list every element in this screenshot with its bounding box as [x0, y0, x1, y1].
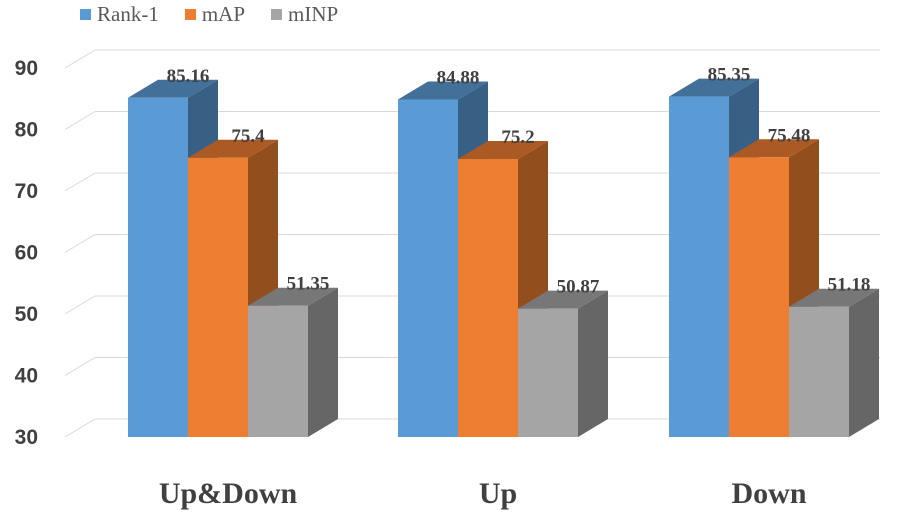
bar-top [248, 287, 338, 306]
bar-minp-2 [789, 288, 879, 437]
gridline-side [64, 49, 96, 69]
gridline-side [64, 418, 96, 438]
gridline-side [64, 111, 96, 130]
bar-front [729, 157, 789, 437]
bar-minp-1 [518, 290, 608, 437]
gridline-side [64, 234, 96, 253]
data-label: 51.18 [828, 275, 871, 296]
y-tick-label: 60 [15, 242, 38, 265]
gridline-side [64, 172, 96, 192]
bar-map-2 [729, 139, 819, 437]
y-tick-label: 80 [15, 119, 38, 142]
data-label: 75.4 [231, 126, 265, 147]
bar-side [308, 287, 338, 437]
legend-label-minp: mINP [288, 2, 339, 26]
chart-legend: Rank-1 mAP mINP [80, 2, 338, 27]
y-tick-label: 30 [15, 426, 38, 449]
y-tick-label: 90 [15, 57, 38, 80]
bar-minp-0 [248, 287, 338, 437]
bar-top [188, 139, 278, 158]
gridline-side [64, 357, 96, 376]
bar-map-1 [458, 141, 548, 437]
legend-item-rank1: Rank-1 [80, 2, 159, 27]
bar-front [128, 97, 188, 438]
bar-top [398, 81, 488, 100]
x-category-label: Down [731, 477, 806, 510]
data-label: 85.16 [167, 66, 210, 87]
legend-swatch-minp [271, 9, 283, 20]
data-label: 51.35 [287, 274, 330, 295]
legend-swatch-rank1 [80, 9, 91, 20]
bar-top [669, 78, 759, 97]
bar-top [518, 290, 608, 309]
bar-front [188, 157, 248, 438]
bar-side [578, 290, 608, 437]
bar-top [789, 288, 879, 307]
data-label: 75.48 [768, 125, 811, 146]
bar-front [789, 306, 849, 437]
bar-front [398, 99, 458, 437]
legend-label-rank1: Rank-1 [97, 2, 159, 26]
bar-top [128, 79, 218, 98]
bar-top [729, 139, 819, 158]
data-label: 84.88 [437, 67, 480, 88]
legend-label-map: mAP [201, 2, 246, 26]
data-label: 75.2 [501, 127, 534, 148]
gridline-side [64, 295, 96, 315]
bar-top [458, 141, 548, 160]
x-category-label: Up [479, 477, 517, 510]
legend-item-minp: mINP [271, 2, 338, 27]
data-label: 50.87 [557, 277, 600, 298]
y-tick-label: 70 [15, 180, 38, 203]
bar-front [248, 305, 308, 437]
data-label: 85.35 [708, 65, 751, 86]
bar-side [849, 288, 879, 437]
bar-front [518, 308, 578, 437]
x-category-label: Up&Down [159, 477, 298, 510]
bar-front [669, 96, 729, 437]
y-tick-label: 50 [15, 303, 38, 326]
bar-front [458, 159, 518, 437]
y-tick-label: 40 [15, 365, 38, 388]
legend-swatch-map [184, 9, 196, 20]
legend-item-map: mAP [184, 2, 246, 27]
